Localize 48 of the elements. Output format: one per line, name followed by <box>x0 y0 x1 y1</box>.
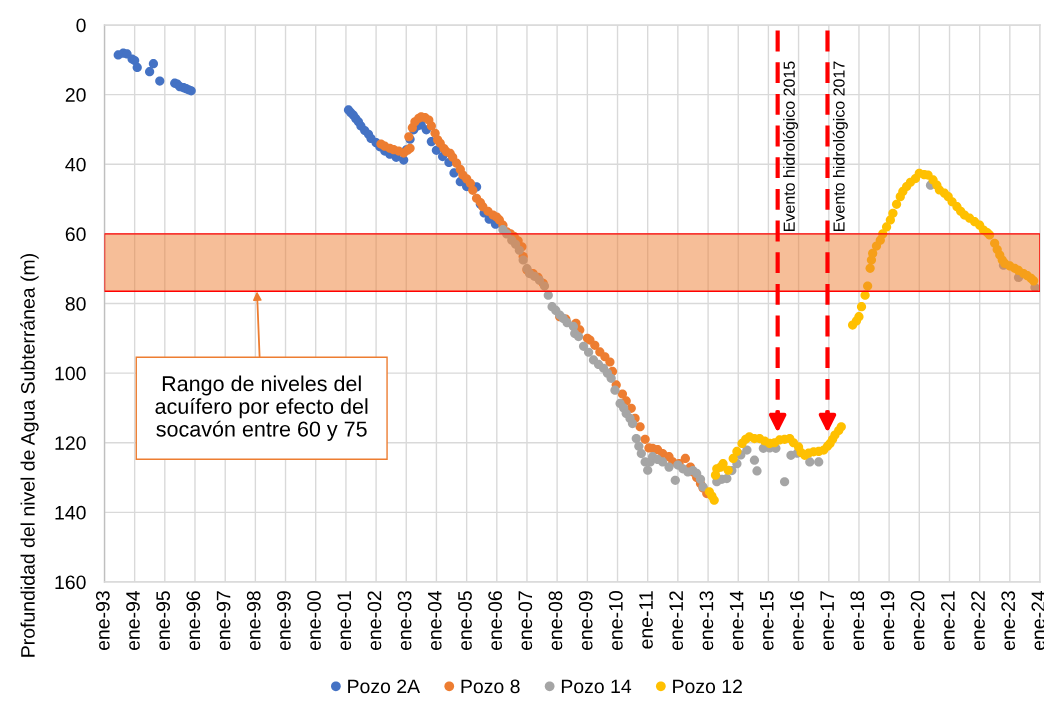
x-tick-label: ene-18 <box>850 591 865 651</box>
x-tick-label: ene-10 <box>608 591 623 651</box>
legend-label: Pozo 12 <box>673 679 742 694</box>
x-tick-label: ene-11 <box>639 591 653 649</box>
x-tick-label: ene-14 <box>729 590 744 651</box>
x-tick-label: ene-98 <box>246 591 261 651</box>
x-tick-label: ene-02 <box>367 591 382 651</box>
x-tick-label: ene-17 <box>820 591 835 651</box>
y-tick-label: 120 <box>55 436 86 450</box>
band-label: Rango de niveles del acuífero por efecto del socavón entre 60 y 75 <box>155 375 368 441</box>
x-tick-label: ene-20 <box>910 591 925 651</box>
x-tick-label: ene-04 <box>427 590 442 651</box>
ref-line-label: Evento hidrológico 2017 <box>832 61 848 231</box>
x-tick-label: ene-23 <box>1001 591 1016 651</box>
y-tick-label: 40 <box>65 157 86 172</box>
x-tick-label: ene-93 <box>95 591 110 651</box>
legend-label: Pozo 14 <box>561 679 632 694</box>
x-tick-label: ene-08 <box>548 591 563 651</box>
x-tick-label: ene-05 <box>458 591 472 651</box>
y-tick-label: 160 <box>55 575 86 590</box>
x-tick-label: ene-01 <box>337 591 352 651</box>
legend-label: Pozo 8 <box>461 679 520 694</box>
x-tick-label: ene-96 <box>186 591 201 651</box>
x-tick-label: ene-09 <box>578 591 593 651</box>
x-tick-label: ene-07 <box>518 591 533 651</box>
x-tick-label: ene-95 <box>156 591 171 651</box>
x-tick-label: ene-12 <box>669 591 684 651</box>
y-axis-title: Profundidad del nivel de Agua Subterránea (m) <box>20 254 39 657</box>
x-tick-label: ene-13 <box>699 591 714 651</box>
y-tick-label: 140 <box>55 505 86 520</box>
legend-label: Pozo 2A <box>348 679 421 694</box>
x-tick-label: ene-00 <box>307 591 321 651</box>
x-tick-label: ene-15 <box>760 591 774 651</box>
x-tick-label: ene-99 <box>276 591 291 651</box>
x-tick-label: ene-21 <box>940 591 955 651</box>
x-tick-label: ene-94 <box>126 590 140 651</box>
x-tick-label: ene-06 <box>488 591 503 651</box>
ref-line-label: Evento hidrológico 2015 <box>782 61 799 231</box>
y-tick-label: 100 <box>55 366 86 381</box>
y-tick-label: 20 <box>65 88 86 102</box>
y-tick-label: 60 <box>65 227 86 242</box>
x-tick-label: ene-19 <box>880 591 895 651</box>
x-tick-label: ene-16 <box>790 591 804 651</box>
x-tick-label: ene-22 <box>971 591 985 651</box>
x-tick-label: ene-97 <box>216 591 231 651</box>
y-tick-label: 80 <box>65 296 86 311</box>
x-tick-label: ene-03 <box>397 591 412 651</box>
y-tick-label: 0 <box>76 18 86 33</box>
